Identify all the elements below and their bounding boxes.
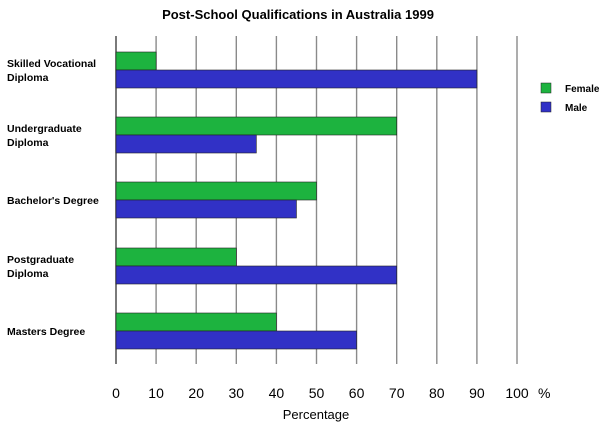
chart-title: Post-School Qualifications in Australia …: [162, 7, 434, 22]
bar-female-1: [115, 116, 398, 136]
x-tick-label: 80: [429, 385, 445, 401]
x-tick-label: 70: [389, 385, 405, 401]
x-tick-label: 20: [188, 385, 204, 401]
x-axis-unit: %: [538, 385, 550, 401]
legend-swatch-male: [540, 101, 552, 113]
legend-label-female: Female: [565, 84, 600, 95]
x-tick-label: 90: [469, 385, 485, 401]
x-tick-label: 50: [309, 385, 325, 401]
bar-female-0: [115, 51, 157, 71]
bar-male-4: [115, 330, 357, 350]
x-tick-label: 40: [269, 385, 285, 401]
bar-female-2: [115, 181, 317, 201]
category-label: Skilled Vocational Diploma: [7, 58, 96, 84]
bars: [115, 51, 478, 350]
legend-swatch-female: [540, 82, 552, 94]
legend: Female Male: [540, 82, 600, 114]
category-label: Masters Degree: [7, 326, 85, 338]
x-tick-label: 60: [349, 385, 365, 401]
legend-label-male: Male: [565, 103, 588, 114]
category-label: Bachelor's Degree: [7, 195, 99, 207]
bar-male-2: [115, 199, 297, 219]
category-labels: Skilled Vocational Diploma Undergraduate Di…: [7, 58, 99, 338]
bar-female-3: [115, 247, 237, 267]
x-tick-label: 10: [148, 385, 164, 401]
x-axis-label: Percentage: [283, 407, 350, 422]
bar-female-4: [115, 312, 277, 332]
bar-male-3: [115, 265, 398, 285]
category-label: Undergraduate Diploma: [7, 123, 82, 149]
category-label: Postgraduate Diploma: [7, 254, 74, 280]
bar-male-1: [115, 134, 257, 154]
x-tick-labels: 0 10 20 30 40 50 60 70 80 90 100: [112, 385, 529, 401]
x-tick-label: 100: [505, 385, 529, 401]
bar-male-0: [115, 69, 478, 89]
x-tick-label: 30: [229, 385, 245, 401]
x-tick-label: 0: [112, 385, 120, 401]
